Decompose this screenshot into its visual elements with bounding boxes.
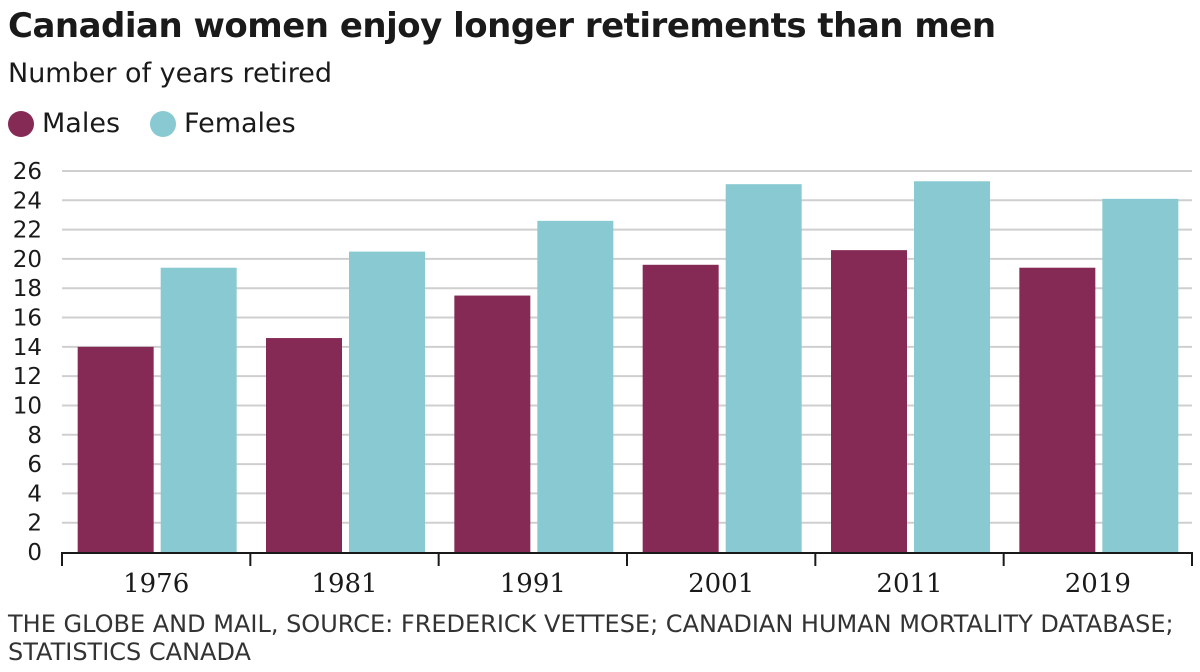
- legend-item-males: Males: [8, 108, 120, 139]
- x-tick-label: 2001: [688, 569, 754, 599]
- bar-males-2001: [642, 264, 719, 552]
- bar-males-2019: [1019, 267, 1096, 552]
- y-tick-label: 24: [13, 188, 42, 214]
- legend: Males Females: [8, 108, 326, 139]
- x-tick-label: 1976: [123, 569, 189, 599]
- bar-males-1981: [266, 338, 342, 552]
- x-tick-label: 1981: [311, 569, 377, 599]
- y-tick-label: 12: [13, 364, 42, 390]
- legend-label-females: Females: [184, 108, 296, 139]
- bar-females-1981: [349, 251, 425, 552]
- bar-females-2019: [1102, 198, 1179, 553]
- x-tick-label: 1991: [500, 569, 566, 599]
- y-tick-label: 22: [13, 218, 42, 244]
- bar-males-1991: [454, 295, 531, 552]
- legend-swatch-females: [150, 110, 177, 137]
- source-note: THE GLOBE AND MAIL, SOURCE: FREDERICK VE…: [8, 610, 1174, 666]
- y-tick-label: 18: [13, 276, 42, 302]
- legend-label-males: Males: [42, 108, 121, 139]
- y-tick-label: 14: [13, 335, 42, 361]
- x-tick-label: 2011: [876, 569, 942, 599]
- y-tick-label: 6: [27, 452, 42, 478]
- y-tick-label: 26: [13, 159, 42, 185]
- chart-subtitle: Number of years retired: [8, 58, 332, 89]
- chart-title: Canadian women enjoy longer retirements …: [8, 6, 996, 46]
- x-tick-label: 2019: [1065, 569, 1131, 599]
- y-tick-label: 10: [13, 393, 42, 419]
- bar-females-1976: [160, 267, 237, 552]
- bar-males-1976: [77, 346, 154, 552]
- bar-females-2001: [725, 184, 802, 552]
- legend-item-females: Females: [150, 108, 296, 139]
- y-tick-label: 2: [27, 511, 42, 537]
- bar-females-2011: [914, 181, 990, 552]
- y-tick-label: 4: [27, 481, 42, 507]
- y-tick-label: 8: [27, 423, 42, 449]
- bar-males-2011: [831, 250, 907, 552]
- legend-swatch-males: [8, 110, 34, 137]
- bar-females-1991: [537, 220, 614, 553]
- y-tick-label: 0: [27, 540, 42, 566]
- y-tick-label: 16: [13, 306, 42, 332]
- y-tick-label: 20: [13, 247, 42, 273]
